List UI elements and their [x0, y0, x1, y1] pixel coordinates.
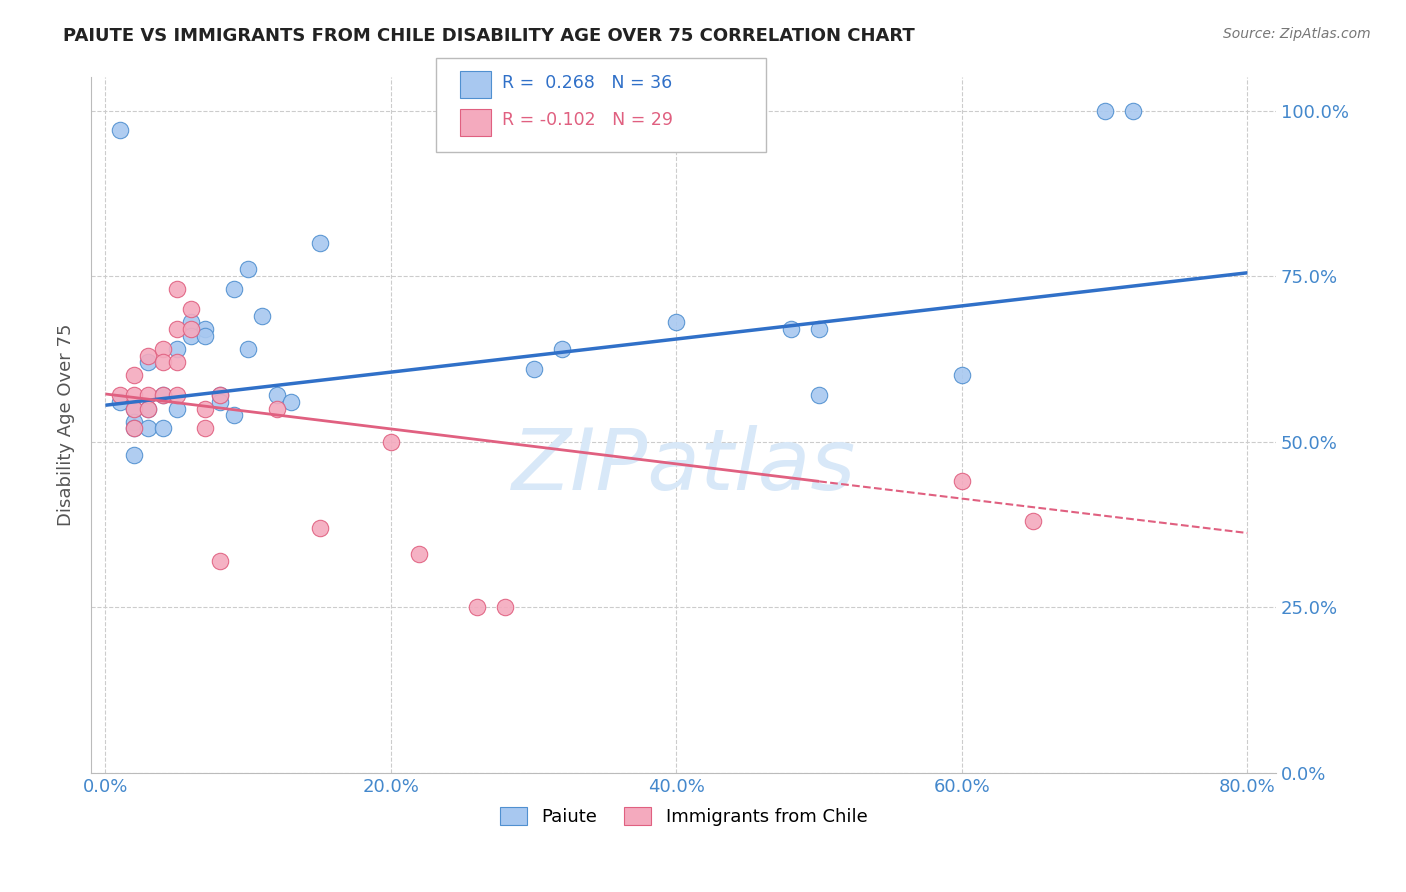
- Point: [152, 342, 174, 356]
- Point: [523, 361, 546, 376]
- Point: [266, 388, 288, 402]
- Point: [166, 355, 188, 369]
- Point: [208, 395, 231, 409]
- Point: [152, 355, 174, 369]
- Point: [280, 395, 302, 409]
- Point: [166, 342, 188, 356]
- Point: [136, 401, 159, 416]
- Point: [122, 421, 145, 435]
- Point: [136, 421, 159, 435]
- Point: [180, 328, 202, 343]
- Point: [136, 349, 159, 363]
- Point: [108, 123, 131, 137]
- Text: PAIUTE VS IMMIGRANTS FROM CHILE DISABILITY AGE OVER 75 CORRELATION CHART: PAIUTE VS IMMIGRANTS FROM CHILE DISABILI…: [63, 27, 915, 45]
- Y-axis label: Disability Age Over 75: Disability Age Over 75: [58, 324, 75, 526]
- Point: [194, 322, 217, 336]
- Point: [180, 322, 202, 336]
- Point: [166, 388, 188, 402]
- Point: [222, 282, 245, 296]
- Point: [166, 401, 188, 416]
- Point: [194, 421, 217, 435]
- Point: [152, 421, 174, 435]
- Point: [166, 282, 188, 296]
- Point: [208, 388, 231, 402]
- Point: [551, 342, 574, 356]
- Point: [950, 475, 973, 489]
- Point: [122, 401, 145, 416]
- Point: [208, 554, 231, 568]
- Point: [166, 322, 188, 336]
- Point: [152, 388, 174, 402]
- Point: [494, 600, 516, 615]
- Point: [136, 388, 159, 402]
- Point: [808, 388, 831, 402]
- Legend: Paiute, Immigrants from Chile: Paiute, Immigrants from Chile: [492, 799, 875, 833]
- Point: [1122, 103, 1144, 118]
- Point: [665, 315, 688, 329]
- Point: [194, 328, 217, 343]
- Point: [465, 600, 488, 615]
- Text: R =  0.268   N = 36: R = 0.268 N = 36: [502, 74, 672, 92]
- Point: [180, 302, 202, 317]
- Point: [950, 368, 973, 383]
- Point: [808, 322, 831, 336]
- Point: [108, 388, 131, 402]
- Point: [122, 421, 145, 435]
- Point: [122, 415, 145, 429]
- Point: [779, 322, 801, 336]
- Point: [208, 388, 231, 402]
- Point: [308, 521, 330, 535]
- Point: [122, 448, 145, 462]
- Point: [238, 262, 260, 277]
- Point: [180, 315, 202, 329]
- Point: [194, 401, 217, 416]
- Point: [266, 401, 288, 416]
- Point: [136, 401, 159, 416]
- Point: [308, 235, 330, 250]
- Point: [152, 388, 174, 402]
- Text: Source: ZipAtlas.com: Source: ZipAtlas.com: [1223, 27, 1371, 41]
- Point: [252, 309, 274, 323]
- Point: [122, 368, 145, 383]
- Point: [108, 395, 131, 409]
- Point: [238, 342, 260, 356]
- Point: [222, 408, 245, 422]
- Text: ZIPatlas: ZIPatlas: [512, 425, 856, 508]
- Point: [122, 388, 145, 402]
- Point: [122, 401, 145, 416]
- Point: [1022, 514, 1045, 528]
- Point: [1094, 103, 1116, 118]
- Point: [136, 355, 159, 369]
- Point: [380, 434, 402, 449]
- Point: [408, 547, 430, 561]
- Text: R = -0.102   N = 29: R = -0.102 N = 29: [502, 112, 673, 129]
